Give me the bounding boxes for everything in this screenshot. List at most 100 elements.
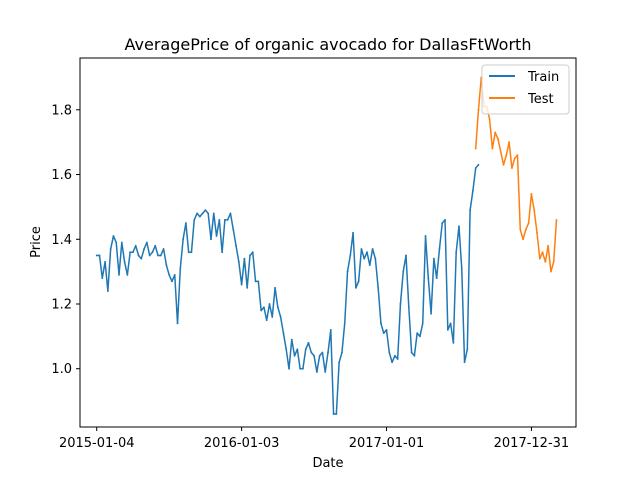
y-tick-label-3: 1.6 [51, 168, 72, 183]
data-point-train-20 [151, 251, 154, 254]
data-point-test-23 [538, 257, 541, 260]
data-point-train-33 [187, 251, 190, 254]
data-point-train-63 [271, 316, 274, 318]
data-point-train-129 [455, 251, 458, 254]
data-point-train-96 [363, 257, 366, 260]
data-point-train-91 [349, 254, 352, 257]
data-point-train-105 [388, 351, 391, 354]
legend: Train Test [481, 64, 570, 115]
y-axis: 1.0 1.2 1.4 1.6 1.8 [51, 103, 80, 377]
data-point-train-12 [129, 251, 132, 254]
data-point-test-27 [550, 270, 552, 273]
data-point-train-15 [137, 254, 140, 257]
data-point-train-7 [115, 241, 118, 244]
data-point-train-19 [148, 254, 151, 257]
data-point-train-85 [332, 413, 335, 415]
data-point-train-134 [469, 209, 472, 212]
data-point-train-76 [307, 341, 310, 344]
data-point-test-26 [547, 244, 550, 247]
y-tick-label-0: 1.0 [51, 362, 72, 377]
data-point-train-92 [352, 231, 354, 234]
data-point-train-104 [385, 328, 388, 331]
data-point-train-53 [243, 257, 246, 260]
data-point-train-4 [106, 290, 109, 292]
data-point-train-88 [341, 351, 343, 354]
data-point-train-18 [145, 241, 148, 244]
data-point-train-120 [430, 312, 432, 315]
data-point-train-130 [458, 225, 460, 228]
data-point-train-31 [182, 238, 185, 241]
x-tick-label-0: 2015-01-04 [59, 436, 135, 451]
plot-area [79, 57, 577, 428]
data-point-train-110 [402, 270, 405, 273]
data-point-train-29 [176, 322, 179, 325]
data-point-train-78 [313, 354, 315, 357]
data-point-train-36 [196, 212, 198, 215]
data-point-train-59 [260, 309, 263, 312]
data-point-test-5 [488, 118, 491, 121]
data-point-train-101 [377, 286, 380, 289]
data-point-train-89 [343, 322, 346, 325]
data-point-train-69 [288, 367, 290, 370]
data-point-test-25 [544, 261, 547, 263]
data-point-train-81 [321, 351, 324, 354]
data-point-test-24 [541, 251, 544, 254]
data-point-test-14 [513, 157, 516, 160]
data-point-train-14 [134, 244, 137, 247]
data-point-train-50 [235, 244, 237, 247]
data-point-train-73 [299, 367, 302, 370]
data-point-train-40 [207, 212, 210, 215]
data-point-train-39 [204, 209, 207, 212]
data-point-train-41 [210, 238, 212, 241]
data-point-train-37 [198, 215, 201, 218]
data-point-train-113 [410, 351, 413, 354]
data-point-train-26 [168, 273, 171, 276]
data-point-train-16 [140, 257, 143, 260]
data-point-train-57 [254, 280, 257, 283]
data-point-train-137 [477, 163, 480, 166]
data-point-train-0 [95, 254, 98, 257]
data-point-test-6 [491, 147, 494, 150]
data-point-train-3 [104, 261, 106, 263]
x-axis-label: Date [312, 456, 343, 471]
data-point-train-30 [179, 267, 182, 270]
data-point-train-75 [304, 348, 307, 351]
data-point-train-117 [421, 322, 424, 325]
data-point-test-18 [524, 228, 527, 231]
data-point-train-121 [432, 257, 435, 260]
data-point-train-114 [413, 354, 416, 357]
data-point-test-28 [552, 261, 555, 263]
data-point-train-46 [224, 218, 226, 221]
data-point-train-24 [162, 248, 165, 250]
data-point-train-116 [419, 335, 421, 338]
data-point-train-124 [441, 222, 444, 224]
data-point-train-47 [226, 218, 229, 221]
data-point-train-13 [132, 251, 134, 254]
data-point-train-93 [354, 286, 357, 289]
data-point-train-94 [357, 280, 360, 283]
data-point-train-10 [123, 261, 126, 263]
data-point-test-1 [477, 108, 480, 111]
data-point-train-32 [184, 222, 187, 224]
data-point-train-108 [396, 358, 399, 360]
data-point-test-19 [527, 222, 530, 224]
data-point-train-70 [290, 338, 293, 341]
data-point-train-28 [173, 273, 176, 276]
data-point-train-80 [318, 354, 321, 357]
data-point-test-8 [497, 138, 499, 140]
data-point-train-122 [435, 277, 438, 280]
data-point-test-10 [502, 163, 505, 166]
data-point-train-99 [371, 248, 374, 250]
data-point-train-123 [438, 248, 441, 250]
data-point-train-42 [212, 212, 215, 215]
data-point-train-34 [190, 251, 193, 254]
data-point-train-132 [463, 361, 466, 364]
data-point-train-9 [120, 241, 123, 244]
data-point-train-45 [221, 251, 224, 254]
chart-title: AveragePrice of organic avocado for Dall… [125, 35, 532, 54]
data-point-test-12 [508, 141, 511, 144]
data-point-train-74 [302, 367, 304, 370]
data-point-train-86 [335, 413, 338, 415]
x-tick-label-2: 2017-01-01 [349, 436, 425, 451]
